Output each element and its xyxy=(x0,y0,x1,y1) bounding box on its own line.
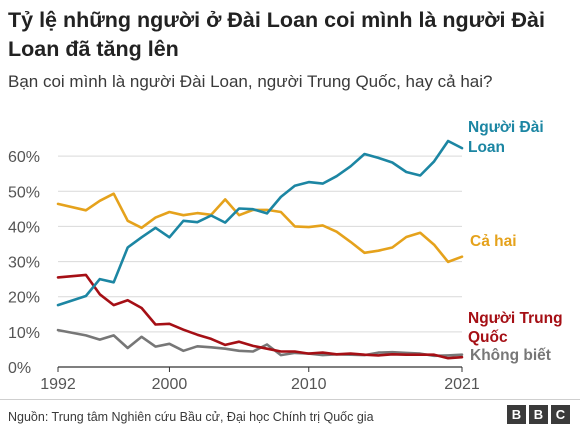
series-label: Người Đài Loan xyxy=(468,119,544,156)
series-lines xyxy=(56,139,464,360)
x-tick-label: 2000 xyxy=(152,376,188,393)
logo-letter: B xyxy=(507,405,526,424)
bbc-logo: B B C xyxy=(507,405,570,424)
x-tick-label: 1992 xyxy=(40,376,76,393)
y-tick-label: 40% xyxy=(8,219,40,236)
source-note: Nguồn: Trung tâm Nghiên cứu Bầu cử, Đại … xyxy=(8,410,374,424)
x-tick-label: 2021 xyxy=(444,376,480,393)
y-tick-label: 10% xyxy=(8,325,40,342)
series-line xyxy=(56,192,464,264)
series-label: Người Trung Quốc xyxy=(468,310,563,346)
series-line xyxy=(56,273,464,360)
chart-title: Tỷ lệ những người ở Đài Loan coi mình là… xyxy=(8,8,545,61)
series-label-line: Quốc xyxy=(468,329,508,346)
grid xyxy=(58,155,462,333)
y-tick-label: 20% xyxy=(8,290,40,307)
chart-subtitle: Bạn coi mình là người Đài Loan, người Tr… xyxy=(8,72,493,91)
series-line xyxy=(56,139,464,307)
series-line xyxy=(56,328,464,358)
y-tick-label: 30% xyxy=(8,255,40,272)
series-label: Không biết xyxy=(470,347,551,364)
y-tick-label: 60% xyxy=(8,149,40,166)
series-labels: Người Đài Loan Cả hai Người Trung QuốcKhông … xyxy=(468,119,563,364)
logo-letter: C xyxy=(551,405,570,424)
logo-letter: B xyxy=(529,405,548,424)
series-label-line: Không biết xyxy=(470,347,551,364)
axes: 0% 10% 20% 30% 40% 50% 60% 1992 2000 2010 2021 xyxy=(8,149,480,393)
series-label-line: Loan xyxy=(468,139,505,156)
line-chart: 0% 10% 20% 30% 40% 50% 60% 1992 2000 2010 2021 Ngư… xyxy=(8,119,563,393)
series-label-line: Người Đài xyxy=(468,119,544,136)
y-tick-label: 50% xyxy=(8,184,40,201)
series-label-line: Người Trung xyxy=(468,310,563,327)
series-label: Cả hai xyxy=(470,233,517,250)
x-tick-label: 2010 xyxy=(291,376,327,393)
y-tick-label: 0% xyxy=(8,360,31,377)
footer-divider xyxy=(0,399,580,400)
series-label-line: Cả hai xyxy=(470,233,517,250)
